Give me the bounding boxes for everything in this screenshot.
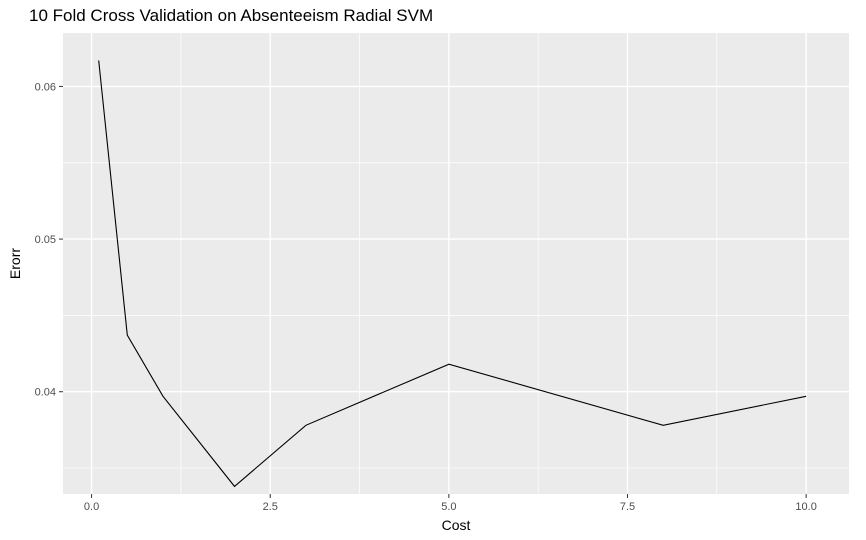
x-axis-title: Cost xyxy=(442,517,471,533)
tick-labels: 0.0 2.5 5.0 7.5 10.0 0.04 0.05 0.06 xyxy=(35,81,817,513)
x-tick-label: 2.5 xyxy=(263,501,278,513)
y-tick-label: 0.05 xyxy=(35,234,56,246)
series-group xyxy=(98,60,807,488)
x-tick-label: 10.0 xyxy=(795,501,816,513)
grid-minor xyxy=(63,33,849,494)
x-tick-label: 0.0 xyxy=(84,501,99,513)
x-tick-label: 7.5 xyxy=(620,501,635,513)
y-tick-label: 0.04 xyxy=(35,387,56,399)
grid-major xyxy=(63,33,849,494)
plot-panel xyxy=(63,33,849,494)
y-tick-label: 0.06 xyxy=(35,81,56,93)
chart-title: 10 Fold Cross Validation on Absenteeism … xyxy=(29,6,434,25)
x-tick-label: 5.0 xyxy=(441,501,456,513)
y-axis-title: Erorr xyxy=(7,248,23,279)
axis-ticks xyxy=(59,85,807,498)
series-line xyxy=(98,60,807,488)
